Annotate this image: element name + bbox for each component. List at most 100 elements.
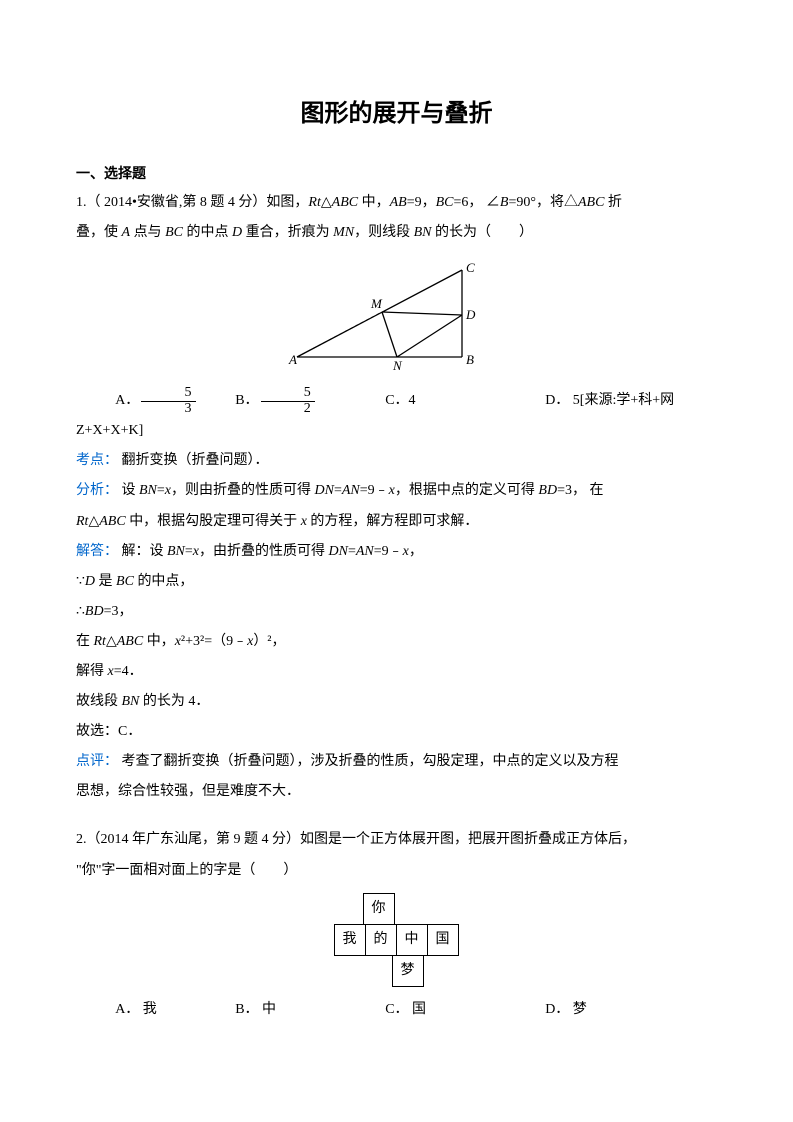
text: BN (122, 694, 140, 709)
q1-options: A． 53 B． 52 C．4 D． 5[来源:学+科+网 (76, 386, 717, 416)
fig-label-n: N (392, 358, 403, 373)
fig-label-b: B (466, 352, 474, 367)
text: ²+3²=（9﹣ (181, 634, 247, 649)
cube-blank (423, 955, 453, 985)
q1-step2: ∴BD=3， (76, 597, 717, 627)
text: 的方程，解方程即可求解． (307, 514, 479, 529)
text: =9﹣ (360, 483, 389, 498)
text: △ (88, 514, 99, 529)
fig-label-m: M (370, 296, 383, 311)
label-kaodian: 考点： (76, 453, 118, 468)
text: 的长为（ ） (431, 225, 533, 240)
text: 中， (143, 634, 175, 649)
q1-option-c[interactable]: C．4 (346, 386, 506, 416)
text: ，根据中点的定义可得 (395, 483, 539, 498)
text: BD (538, 483, 557, 498)
q1-step3: 在 Rt△ABC 中，x²+3²=（9﹣x）²， (76, 627, 717, 657)
text: ，由折叠的性质可得 (199, 544, 329, 559)
text: = (157, 483, 165, 498)
cube-blank (394, 893, 424, 923)
text: ABC (332, 195, 358, 210)
text: Rt (76, 514, 88, 529)
text: ABC (99, 514, 125, 529)
text: ∵ (76, 574, 85, 589)
text: 中，根据勾股定理可得关于 (126, 514, 301, 529)
text: = (334, 483, 342, 498)
text: Rt (94, 634, 106, 649)
q1-option-b[interactable]: B． 52 (196, 386, 346, 416)
q2-option-d[interactable]: D． 梦 (506, 995, 587, 1025)
text: BC (436, 195, 454, 210)
text: 解：设 (118, 544, 167, 559)
text: Rt (308, 195, 320, 210)
q2-figure: 你 我 的 中 国 梦 (76, 894, 717, 989)
q1-step6: 故选：C． (76, 717, 717, 747)
q1-dianping-2: 思想，综合性较强，但是难度不大． (76, 777, 717, 807)
q1-source-tail: Z+X+X+K] (76, 416, 717, 446)
text: =4． (114, 664, 143, 679)
text: ABC (578, 195, 604, 210)
text: = (185, 544, 193, 559)
q2-options: A． 我 B． 中 C． 国 D． 梦 (76, 995, 717, 1025)
q1-jieda: 解答： 解：设 BN=x，由折叠的性质可得 DN=AN=9﹣x， (76, 537, 717, 567)
option-label: B． (196, 386, 259, 416)
text: BD (85, 604, 104, 619)
text: AN (356, 544, 374, 559)
q2-option-b[interactable]: B． 中 (196, 995, 346, 1025)
q1-dianping-1: 点评： 考查了翻折变换（折叠问题），涉及折叠的性质，勾股定理，中点的定义以及方程 (76, 747, 717, 777)
text: 的中点 (183, 225, 232, 240)
text: ，则由折叠的性质可得 (171, 483, 315, 498)
text: ，则线段 (354, 225, 414, 240)
text: 折 (604, 195, 622, 210)
cube-cell: 国 (427, 924, 459, 956)
q1-option-a[interactable]: A． 53 (76, 386, 196, 416)
text: 设 (118, 483, 139, 498)
q2-option-c[interactable]: C． 国 (346, 995, 506, 1025)
q1-step5: 故线段 BN 的长为 4． (76, 687, 717, 717)
cube-cell: 你 (363, 893, 395, 925)
text: △ (106, 634, 117, 649)
text: DN (315, 483, 334, 498)
cube-cell: 我 (334, 924, 366, 956)
text: 考查了翻折变换（折叠问题），涉及折叠的性质，勾股定理，中点的定义以及方程 (118, 754, 619, 769)
text: ABC (117, 634, 143, 649)
text: 点与 (130, 225, 165, 240)
fraction: 52 (261, 386, 315, 416)
text: 在 (76, 634, 94, 649)
q2-stem-line1: 2.（2014 年广东汕尾，第 9 题 4 分）如图是一个正方体展开图，把展开图… (76, 825, 717, 855)
label-fenxi: 分析： (76, 483, 118, 498)
q1-stem-line2: 叠，使 A 点与 BC 的中点 D 重合，折痕为 MN，则线段 BN 的长为（ … (76, 218, 717, 248)
text: 的长为 4． (139, 694, 209, 709)
fig-label-d: D (465, 307, 476, 322)
spacer (76, 807, 717, 825)
text: =9﹣ (374, 544, 403, 559)
q1-option-d[interactable]: D． 5[来源:学+科+网 (506, 386, 674, 416)
text: = (348, 544, 356, 559)
q2-option-a[interactable]: A． 我 (76, 995, 196, 1025)
num: 5 (261, 386, 315, 402)
cube-cell: 的 (365, 924, 397, 956)
text: =3， (104, 604, 133, 619)
text: D (232, 225, 242, 240)
text: 叠，使 (76, 225, 122, 240)
cube-cell: 梦 (392, 955, 424, 987)
cube-blank (363, 955, 393, 985)
text: AB (390, 195, 407, 210)
label-jieda: 解答： (76, 544, 118, 559)
section-heading: 一、选择题 (76, 158, 717, 188)
text: BC (116, 574, 134, 589)
q1-figure: A B C D M N (76, 252, 717, 386)
text: =6， ∠ (454, 195, 500, 210)
q1-step4: 解得 x=4． (76, 657, 717, 687)
text: △ (321, 195, 332, 210)
cube-blank (334, 893, 364, 923)
text: 重合，折痕为 (242, 225, 333, 240)
text: ∴ (76, 604, 85, 619)
text: 1.（ 2014•安徽省,第 8 题 4 分）如图， (76, 195, 308, 210)
text: D (85, 574, 95, 589)
text: 是 (95, 574, 116, 589)
text: 的中点， (134, 574, 194, 589)
text: MN (333, 225, 354, 240)
page-title: 图形的展开与叠折 (76, 88, 717, 140)
text: BN (139, 483, 157, 498)
